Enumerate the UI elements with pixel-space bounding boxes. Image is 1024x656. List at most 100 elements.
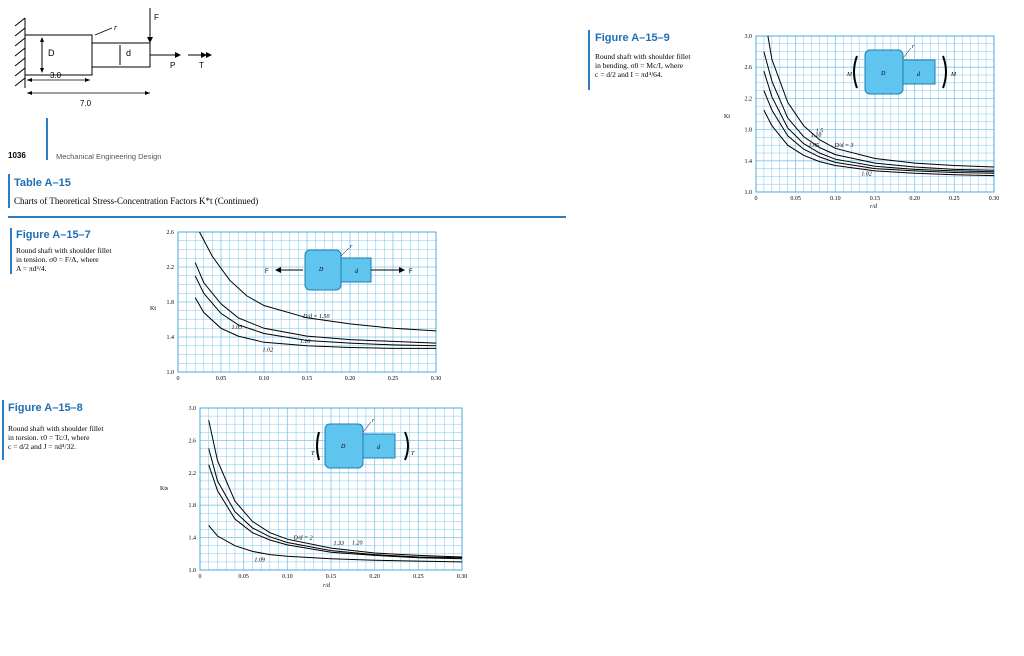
plot-frame (755, 35, 995, 193)
fig8-sketch-D: D (340, 444, 346, 450)
sketch-label-P: P (170, 61, 175, 70)
y-tick-label: 2.2 (167, 265, 175, 271)
series-line (763, 90, 995, 174)
fig9-sketch-M-right: M (950, 72, 957, 78)
x-tick-label: 0.05 (216, 376, 227, 382)
x-tick-label: 0.25 (949, 196, 960, 202)
chart-series: D/d = 1.50 1.10 1.05 1.02 (194, 231, 437, 353)
plot-frame (199, 407, 463, 571)
fig9-shaft-sketch: M M D d r (846, 44, 957, 95)
y-tick-label: 1.0 (167, 370, 175, 376)
fig9-sketch-M-left: M (846, 72, 853, 78)
series-line (194, 297, 436, 349)
sketch-dim-7: 7.0 (80, 99, 92, 108)
series-line (208, 448, 463, 559)
fig9-title: Figure A–15–9 (595, 32, 670, 44)
chart-fig9: 0 0.05 0.10 0.15 0.20 0.25 0.30 1.0 1.4 1.8 2.2 2.6… (724, 34, 1000, 210)
chart-ticks: 0 0.05 0.10 0.15 0.20 0.25 0.30 1.0 1.4 1.8 2.2 2.6… (189, 406, 468, 580)
fig7-sketch-d: d (355, 269, 359, 275)
series-label: D/d = 2 (293, 536, 313, 542)
chart-xlabel: r/d (870, 204, 878, 210)
fig9-caption-line1: Round shaft with shoulder fillet (595, 52, 691, 61)
sketch-label-d: d (126, 48, 131, 58)
fig8-caption-line3: c = d/2 and J = πd⁴/32. (8, 442, 76, 451)
fig8-title: Figure A–15–8 (8, 402, 83, 414)
x-tick-label: 0.30 (457, 574, 468, 580)
x-tick-label: 0 (755, 196, 758, 202)
fig9-sketch-r: r (912, 44, 915, 50)
series-line (208, 525, 463, 563)
y-tick-label: 1.0 (745, 190, 753, 196)
fig7-caption-line2: in tension. σ0 = F/A, where (16, 255, 99, 264)
fig7-caption-rule (10, 228, 12, 274)
chart-fig8: 0 0.05 0.10 0.15 0.20 0.25 0.30 1.0 1.4 1.8 2.2 2.6… (160, 406, 468, 589)
chart-ticks: 0 0.05 0.10 0.15 0.20 0.25 0.30 1.0 1.4 1.8 2.2 2.6 (167, 230, 442, 382)
chart-series: D/d = 3 1.51.10 1.05 1.02 (763, 35, 995, 178)
fig9-sketch-D: D (880, 71, 886, 77)
chart-ylabel: Kt (724, 114, 730, 120)
fig8-sketch-T-left: T (311, 451, 315, 457)
plot-frame (177, 231, 437, 373)
fig7-sketch-D: D (318, 267, 324, 273)
series-label: 1.33 (333, 541, 344, 547)
series-label: 1.02 (861, 172, 872, 178)
fig9-sketch-d: d (917, 72, 921, 78)
problem-sketch: D d r F P T 3.0 7.0 (14, 8, 212, 108)
table-label: Table A–15 (14, 177, 71, 189)
fig9-caption-line2: in bending. σ0 = Mc/I, where (595, 61, 684, 70)
series-label: 1.09 (254, 557, 265, 563)
table-header-underline (8, 216, 566, 218)
large-shaft-section (24, 34, 93, 76)
table-title: Charts of Theoretical Stress-Concentrati… (14, 196, 259, 206)
chart-fig7: 0 0.05 0.10 0.15 0.20 0.25 0.30 1.0 1.4 1.8 2.2 2.6… (150, 230, 442, 382)
series-label: 1.02 (263, 347, 274, 353)
x-tick-label: 0.15 (302, 376, 313, 382)
series-label: 1.20 (352, 541, 363, 547)
x-tick-label: 0.15 (326, 574, 337, 580)
series-line (208, 464, 463, 560)
series-line (199, 231, 437, 332)
series-line (763, 109, 995, 177)
fig9-caption-line3: c = d/2 and I = πd⁴/64. (595, 70, 663, 79)
chart-ylabel: Kt (150, 306, 156, 312)
sketch-label-F: F (154, 13, 159, 22)
fig9-caption-rule (588, 30, 590, 90)
sketch-label-T: T (199, 61, 204, 70)
y-tick-label: 2.6 (189, 438, 197, 444)
sketch-label-D: D (48, 48, 55, 58)
x-tick-label: 0 (199, 574, 202, 580)
series-label: 1.10 (300, 339, 311, 345)
fig8-caption-line1: Round shaft with shoulder fillet (8, 424, 104, 433)
x-tick-label: 0.25 (413, 574, 424, 580)
series-line (767, 35, 995, 168)
fig7-title: Figure A–15–7 (16, 229, 91, 241)
series-label: D/d = 1.50 (302, 314, 330, 320)
x-tick-label: 0.05 (790, 196, 801, 202)
y-tick-label: 1.4 (167, 335, 175, 341)
series-line (208, 420, 463, 558)
fig7-sketch-F-right: F (409, 269, 413, 275)
x-tick-label: 0.10 (282, 574, 293, 580)
chart-series: D/d = 2 1.20 1.33 1.09 (208, 420, 463, 563)
fig7-shaft-sketch: F F D d r (265, 244, 413, 291)
fig7-caption-line3: A = πd²/4. (16, 264, 47, 273)
x-tick-label: 0.20 (909, 196, 920, 202)
fig8-sketch-T-right: T (411, 451, 415, 457)
y-tick-label: 2.2 (745, 96, 753, 102)
sketch-dim-3: 3.0 (50, 71, 62, 80)
x-tick-label: 0.20 (345, 376, 356, 382)
fig7-sketch-r: r (350, 244, 353, 250)
y-tick-label: 1.4 (745, 159, 753, 165)
fig8-caption-rule (2, 400, 4, 460)
series-line (763, 70, 995, 173)
series-line (763, 51, 995, 171)
series-label: 1.05 (232, 325, 243, 331)
series-line (194, 262, 437, 344)
fig8-sketch-r: r (372, 418, 375, 424)
chart-ticks: 0 0.05 0.10 0.15 0.20 0.25 0.30 1.0 1.4 1.8 2.2 2.6… (745, 34, 1000, 202)
x-tick-label: 0.05 (238, 574, 249, 580)
x-tick-label: 0.20 (369, 574, 380, 580)
y-tick-label: 1.8 (189, 503, 197, 509)
series-label: 1.5 (816, 129, 824, 135)
y-tick-label: 2.6 (167, 230, 175, 236)
